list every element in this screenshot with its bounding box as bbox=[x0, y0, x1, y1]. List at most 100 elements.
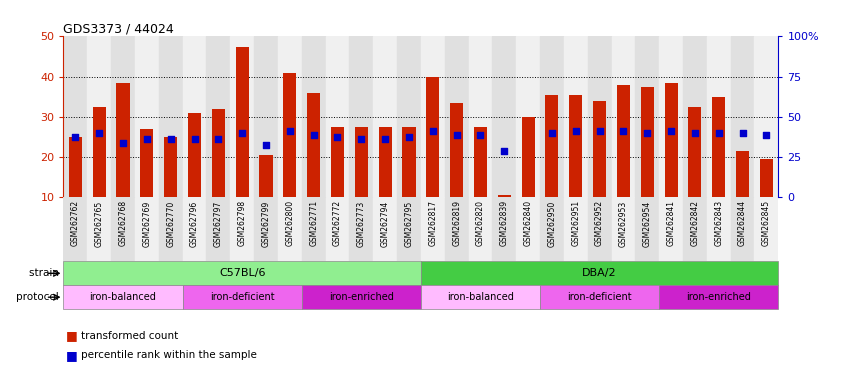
Text: strain: strain bbox=[29, 268, 62, 278]
Point bbox=[259, 142, 272, 148]
Bar bbox=[183, 197, 206, 262]
Point bbox=[69, 134, 82, 140]
Text: iron-enriched: iron-enriched bbox=[686, 292, 751, 302]
Text: GSM262843: GSM262843 bbox=[714, 200, 723, 247]
Point bbox=[450, 132, 464, 138]
Point bbox=[712, 130, 726, 136]
Bar bbox=[445, 36, 469, 197]
Point bbox=[140, 136, 154, 142]
Bar bbox=[140, 129, 153, 197]
Bar bbox=[63, 262, 420, 285]
Bar bbox=[474, 127, 487, 197]
Bar bbox=[755, 197, 778, 262]
Bar bbox=[159, 197, 183, 262]
Bar bbox=[260, 155, 272, 197]
Text: GSM262772: GSM262772 bbox=[333, 200, 342, 247]
Point bbox=[164, 136, 178, 142]
Point bbox=[188, 136, 201, 142]
Text: transformed count: transformed count bbox=[81, 331, 179, 341]
Bar bbox=[421, 36, 445, 197]
Bar bbox=[706, 197, 731, 262]
Text: GSM262819: GSM262819 bbox=[452, 200, 461, 247]
Text: GSM262954: GSM262954 bbox=[643, 200, 651, 247]
Bar bbox=[397, 36, 421, 197]
Point bbox=[569, 128, 583, 134]
Bar bbox=[755, 36, 778, 197]
Text: iron-deficient: iron-deficient bbox=[210, 292, 274, 302]
Bar bbox=[563, 197, 588, 262]
Bar bbox=[492, 36, 516, 197]
Bar bbox=[373, 197, 397, 262]
Bar bbox=[183, 285, 302, 309]
Bar bbox=[373, 36, 397, 197]
Bar bbox=[569, 95, 582, 197]
Text: GSM262794: GSM262794 bbox=[381, 200, 390, 247]
Bar bbox=[588, 197, 612, 262]
Text: iron-balanced: iron-balanced bbox=[90, 292, 157, 302]
Point bbox=[212, 136, 225, 142]
Text: GSM262820: GSM262820 bbox=[476, 200, 485, 247]
Bar bbox=[230, 197, 254, 262]
Bar bbox=[731, 197, 755, 262]
Point bbox=[617, 128, 630, 134]
Bar bbox=[87, 36, 111, 197]
Bar bbox=[379, 127, 392, 197]
Bar bbox=[397, 197, 421, 262]
Bar bbox=[302, 197, 326, 262]
Point bbox=[474, 132, 487, 138]
Point bbox=[593, 128, 607, 134]
Bar bbox=[159, 36, 183, 197]
Bar bbox=[689, 107, 701, 197]
Text: GSM262798: GSM262798 bbox=[238, 200, 247, 247]
Bar bbox=[212, 109, 225, 197]
Text: GSM262817: GSM262817 bbox=[428, 200, 437, 247]
Text: C57BL/6: C57BL/6 bbox=[219, 268, 266, 278]
Text: GSM262769: GSM262769 bbox=[142, 200, 151, 247]
Bar bbox=[230, 36, 254, 197]
Bar bbox=[421, 197, 445, 262]
Text: GSM262840: GSM262840 bbox=[524, 200, 533, 247]
Point bbox=[235, 130, 249, 136]
Bar bbox=[563, 36, 588, 197]
Bar bbox=[206, 36, 230, 197]
Bar bbox=[135, 36, 159, 197]
Bar bbox=[254, 197, 277, 262]
Bar bbox=[403, 127, 415, 197]
Text: GDS3373 / 44024: GDS3373 / 44024 bbox=[63, 22, 174, 35]
Bar bbox=[164, 137, 177, 197]
Bar bbox=[593, 101, 606, 197]
Bar bbox=[612, 36, 635, 197]
Text: GSM262773: GSM262773 bbox=[357, 200, 365, 247]
Bar bbox=[69, 137, 82, 197]
Point bbox=[545, 130, 558, 136]
Point bbox=[283, 128, 297, 134]
Bar bbox=[492, 197, 516, 262]
Text: GSM262771: GSM262771 bbox=[309, 200, 318, 247]
Text: DBA/2: DBA/2 bbox=[582, 268, 617, 278]
Bar bbox=[420, 285, 540, 309]
Bar bbox=[87, 197, 111, 262]
Bar bbox=[588, 36, 612, 197]
Bar bbox=[354, 127, 368, 197]
Point bbox=[331, 134, 344, 140]
Bar bbox=[659, 197, 683, 262]
Bar bbox=[302, 285, 420, 309]
Bar bbox=[183, 36, 206, 197]
Bar bbox=[712, 97, 725, 197]
Bar bbox=[546, 95, 558, 197]
Text: GSM262768: GSM262768 bbox=[118, 200, 128, 247]
Bar bbox=[236, 46, 249, 197]
Text: GSM262844: GSM262844 bbox=[738, 200, 747, 247]
Point bbox=[402, 134, 415, 140]
Bar bbox=[63, 197, 87, 262]
Bar bbox=[206, 197, 230, 262]
Bar bbox=[659, 285, 778, 309]
Bar bbox=[540, 197, 563, 262]
Point bbox=[426, 128, 440, 134]
Text: GSM262770: GSM262770 bbox=[166, 200, 175, 247]
Point bbox=[354, 136, 368, 142]
Text: GSM262845: GSM262845 bbox=[762, 200, 771, 247]
Text: GSM262952: GSM262952 bbox=[595, 200, 604, 247]
Text: GSM262762: GSM262762 bbox=[71, 200, 80, 247]
Text: GSM262950: GSM262950 bbox=[547, 200, 557, 247]
